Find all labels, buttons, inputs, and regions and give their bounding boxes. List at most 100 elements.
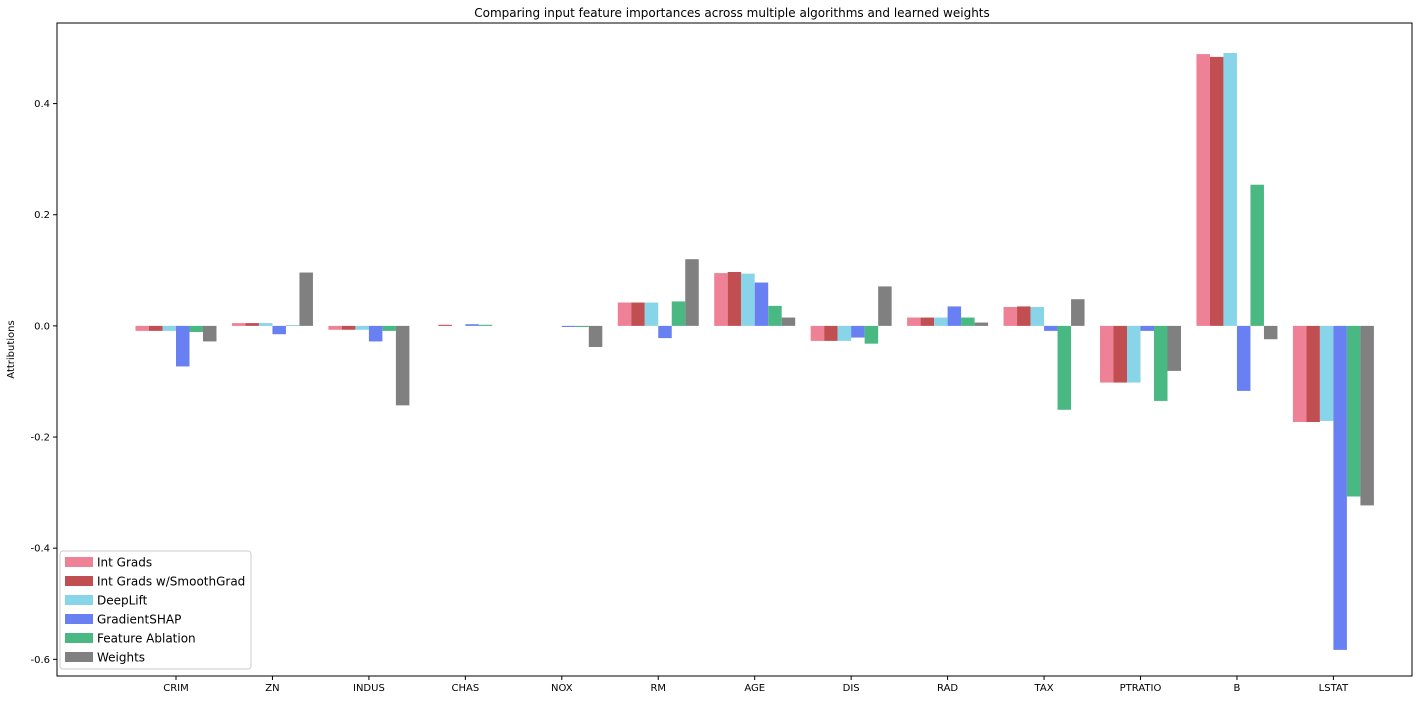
bar-feature-ablation-b	[1250, 185, 1264, 326]
bar-int-grads-w-smoothgrad-age	[728, 272, 742, 326]
y-tick-label: -0.4	[30, 544, 50, 555]
bar-gradientshap-rm	[658, 326, 672, 338]
bar-gradientshap-b	[1237, 326, 1251, 391]
bar-int-grads-lstat	[1293, 326, 1307, 422]
bar-int-grads-ptratio	[1100, 326, 1114, 383]
bar-int-grads-w-smoothgrad-rm	[631, 303, 645, 326]
x-tick-label-rad: RAD	[937, 683, 958, 694]
bar-deeplift-rm	[645, 303, 659, 326]
bar-deeplift-rad	[934, 318, 948, 326]
x-tick-label-b: B	[1234, 683, 1241, 694]
x-tick-label-crim: CRIM	[163, 683, 189, 694]
bar-feature-ablation-chas	[479, 325, 493, 326]
bar-weights-lstat	[1360, 326, 1374, 506]
legend-label: GradientSHAP	[97, 613, 181, 627]
y-tick-label: -0.6	[30, 655, 50, 666]
bar-gradientshap-nox	[562, 326, 576, 327]
bar-feature-ablation-lstat	[1347, 326, 1361, 497]
bar-deeplift-indus	[355, 326, 369, 330]
bar-int-grads-w-smoothgrad-crim	[149, 326, 163, 331]
bar-int-grads-crim	[136, 326, 150, 331]
bar-feature-ablation-dis	[865, 326, 879, 344]
bar-int-grads-w-smoothgrad-b	[1210, 57, 1224, 326]
x-tick-label-dis: DIS	[843, 683, 860, 694]
bar-gradientshap-age	[755, 283, 769, 326]
x-tick-label-nox: NOX	[551, 683, 573, 694]
bar-int-grads-tax	[1004, 307, 1018, 326]
bar-deeplift-ptratio	[1127, 326, 1141, 383]
bar-gradientshap-chas	[465, 324, 479, 326]
bar-feature-ablation-tax	[1058, 326, 1072, 410]
bar-int-grads-w-smoothgrad-lstat	[1306, 326, 1320, 422]
bar-gradientshap-lstat	[1333, 326, 1347, 650]
legend-label: DeepLift	[97, 594, 148, 608]
y-tick-label: -0.2	[30, 433, 50, 444]
bar-weights-crim	[203, 326, 217, 342]
bar-int-grads-b	[1196, 54, 1210, 326]
y-axis-label: Attributions	[6, 320, 17, 378]
bar-deeplift-zn	[259, 323, 273, 326]
bar-deeplift-lstat	[1320, 326, 1334, 421]
x-tick-label-rm: RM	[650, 683, 666, 694]
legend-label: Int Grads	[97, 556, 152, 570]
bars-layer	[136, 53, 1374, 650]
y-tick-label: 0.4	[34, 99, 50, 110]
bar-int-grads-indus	[328, 326, 342, 330]
bar-int-grads-dis	[811, 326, 825, 341]
bar-int-grads-w-smoothgrad-rad	[921, 318, 935, 326]
bar-weights-dis	[878, 286, 892, 325]
bar-int-grads-w-smoothgrad-zn	[245, 323, 259, 326]
y-tick-label: 0.2	[34, 210, 50, 221]
x-tick-label-indus: INDUS	[353, 683, 385, 694]
legend-swatch	[65, 614, 93, 624]
bar-deeplift-age	[741, 274, 755, 326]
bar-feature-ablation-rm	[672, 301, 686, 325]
bar-feature-ablation-indus	[382, 326, 396, 331]
bar-int-grads-w-smoothgrad-tax	[1017, 306, 1031, 325]
legend-swatch	[65, 576, 93, 586]
legend-label: Int Grads w/SmoothGrad	[97, 575, 245, 589]
bar-int-grads-zn	[232, 323, 246, 326]
bar-weights-b	[1264, 326, 1278, 339]
bar-feature-ablation-age	[768, 306, 782, 326]
legend-swatch	[65, 652, 93, 662]
bar-deeplift-crim	[163, 326, 177, 331]
bar-gradientshap-indus	[369, 326, 383, 342]
legend-swatch	[65, 595, 93, 605]
bar-deeplift-b	[1223, 53, 1237, 326]
bar-weights-rm	[685, 259, 699, 326]
x-tick-label-lstat: LSTAT	[1319, 683, 1349, 694]
bar-gradientshap-rad	[948, 306, 962, 325]
bar-weights-indus	[396, 326, 410, 405]
bar-deeplift-tax	[1031, 307, 1045, 326]
x-tick-label-ptratio: PTRATIO	[1120, 683, 1162, 694]
legend: Int Grads Int Grads w/SmoothGrad DeepLift G…	[60, 551, 251, 669]
bar-int-grads-age	[714, 273, 728, 326]
x-tick-label-age: AGE	[744, 683, 765, 694]
bar-weights-zn	[299, 273, 313, 326]
bar-feature-ablation-crim	[190, 326, 204, 332]
bar-weights-age	[782, 318, 796, 326]
bar-int-grads-w-smoothgrad-ptratio	[1114, 326, 1128, 383]
legend-swatch	[65, 557, 93, 567]
bar-feature-ablation-ptratio	[1154, 326, 1168, 401]
bar-int-grads-rm	[618, 303, 632, 326]
bar-weights-tax	[1071, 299, 1085, 326]
x-tick-label-tax: TAX	[1034, 683, 1054, 694]
x-tick-label-chas: CHAS	[451, 683, 479, 694]
bar-feature-ablation-zn	[286, 325, 300, 326]
legend-swatch	[65, 633, 93, 643]
legend-label: Weights	[97, 651, 145, 665]
bar-weights-rad	[975, 323, 989, 326]
bar-feature-ablation-rad	[961, 318, 975, 326]
bar-gradientshap-tax	[1044, 326, 1058, 331]
bar-feature-ablation-nox	[575, 326, 589, 327]
bar-gradientshap-dis	[851, 326, 865, 338]
bar-int-grads-rad	[907, 318, 921, 326]
bar-weights-ptratio	[1168, 326, 1182, 371]
bar-int-grads-w-smoothgrad-indus	[342, 326, 356, 330]
bar-weights-nox	[589, 326, 603, 347]
bar-int-grads-w-smoothgrad-dis	[824, 326, 838, 341]
